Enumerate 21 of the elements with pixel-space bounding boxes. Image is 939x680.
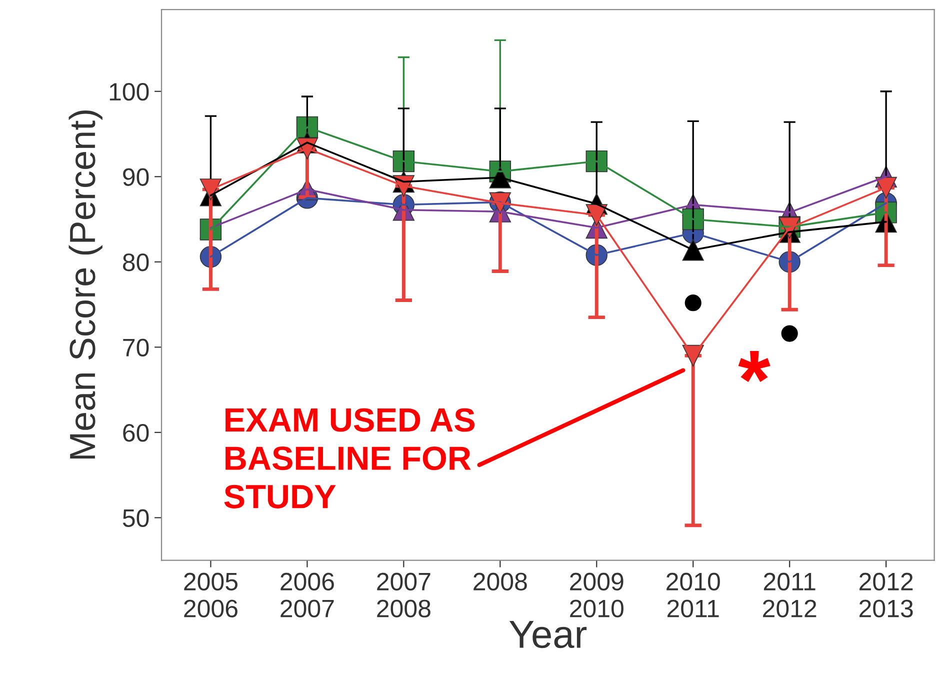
point — [875, 176, 897, 199]
y-axis-title: Mean Score (Percent) — [68, 110, 102, 459]
y-tick-label: 70 — [123, 338, 149, 356]
point — [200, 178, 222, 200]
x-tick-label: 2008 — [474, 572, 527, 590]
annotation: * — [738, 351, 770, 382]
x-tick-label: 2012 2013 — [860, 572, 913, 618]
x-tick-label: 2007 2008 — [377, 572, 430, 618]
x-tick-label: 2005 2006 — [184, 572, 238, 618]
x-tick-label: 2006 2007 — [280, 572, 334, 618]
y-tick-label: 60 — [123, 424, 149, 442]
y-tick-label: 100 — [110, 82, 149, 101]
y-tick-label: 80 — [122, 254, 149, 272]
x-tick-label: 2010 2011 — [666, 572, 720, 618]
point — [682, 239, 704, 261]
x-tick-label: 2009 2010 — [570, 572, 624, 618]
x-tick-label: 2011 2012 — [763, 572, 816, 618]
annotation: EXAM USED AS BASELINE FOR STUDY — [224, 408, 475, 508]
y-tick-label: 50 — [122, 509, 149, 527]
x-axis-title: Year — [509, 621, 587, 648]
y-tick-label: 90 — [123, 168, 149, 186]
